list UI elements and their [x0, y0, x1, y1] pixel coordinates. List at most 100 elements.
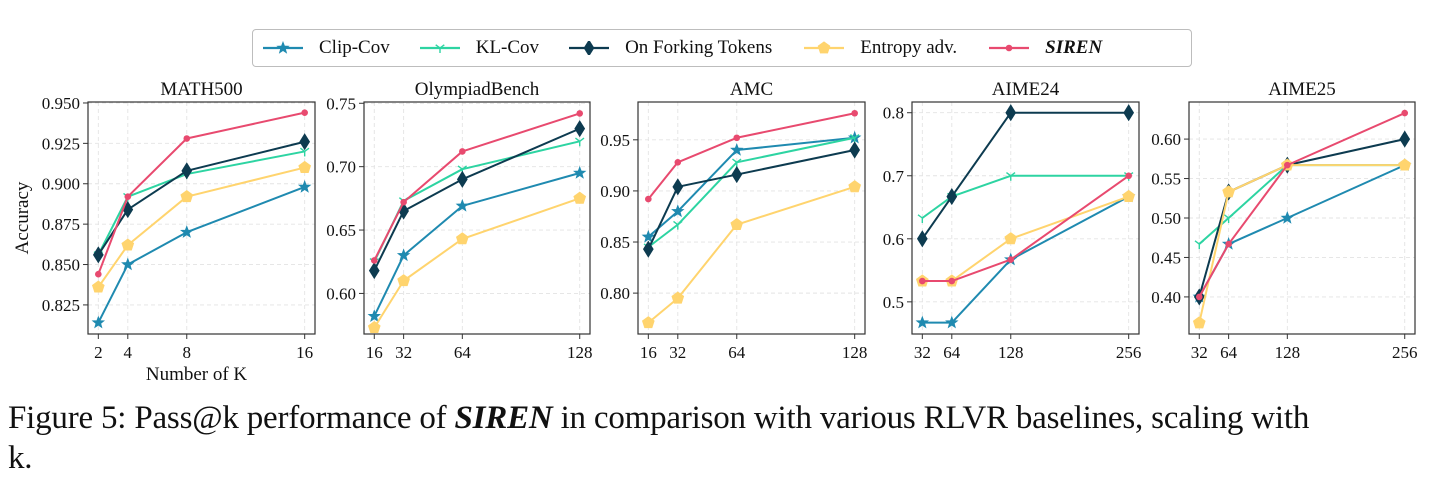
y-tick-label: 0.5: [883, 293, 904, 312]
x-tick-label: 64: [943, 343, 961, 362]
panel-title: AIME24: [992, 79, 1060, 100]
panel-amc: AMC 16 32 64 128 0.80 0.85 0.90 0.95: [600, 79, 867, 362]
data-point-clip-cov: [915, 315, 930, 329]
panel-aime24: AIME24 32 64 128 256 0.5 0.6 0.7 0.8: [883, 79, 1142, 362]
data-point-entropy-adv: [91, 280, 105, 293]
series-siren: [1195, 109, 1409, 301]
figure-caption: Figure 5: Pass@k performance of SIREN in…: [8, 398, 1448, 478]
data-point-kl-cov: [673, 220, 683, 230]
x-tick-label: 128: [567, 343, 593, 362]
x-tick-label: 16: [640, 343, 657, 362]
series-siren: [370, 110, 584, 264]
series-on-forking-tokens: [642, 141, 861, 258]
data-point-clip-cov: [396, 248, 411, 262]
legend-marker-glyph: [276, 41, 290, 54]
data-point-entropy-adv: [1222, 185, 1235, 198]
data-point-on-forking-tokens: [642, 240, 654, 258]
legend-item-entropy-adv: Entropy adv.: [802, 37, 957, 59]
data-point-kl-cov: [1006, 171, 1016, 181]
legend-label: KL-Cov: [475, 37, 540, 58]
y-tick-label: 0.60: [1151, 130, 1181, 149]
series-clip-cov: [1192, 158, 1412, 303]
legend-item-kl-cov: KL-Cov: [418, 37, 539, 59]
series-line-entropy-adv: [373, 197, 581, 329]
data-point-clip-cov: [297, 179, 312, 193]
data-point-kl-cov: [1194, 240, 1204, 250]
y-tick-label: 0.75: [326, 94, 356, 113]
data-point-on-forking-tokens: [672, 178, 684, 196]
series-line-siren: [1198, 112, 1406, 298]
data-point-kl-cov-arm-left: [673, 220, 679, 226]
x-axis-label: Number of K: [146, 364, 248, 385]
data-point-on-forking-tokens: [1005, 104, 1017, 122]
x-tick-label: 32: [395, 343, 412, 362]
data-point-siren: [1225, 240, 1232, 248]
legend-marker-clip-cov: [263, 41, 303, 54]
caption-emphasis: SIREN: [454, 400, 553, 436]
series-line-siren: [373, 112, 581, 261]
data-point-siren: [674, 158, 682, 166]
y-tick-label: 0.90: [600, 182, 630, 201]
series-line-on-forking-tokens: [647, 149, 855, 250]
panel-math500: MATH500 2 4 8 16 0.825 0.850 0.875 0.900 0.925 0.9…: [12, 79, 316, 385]
data-point-on-forking-tokens: [181, 162, 193, 180]
data-point-siren: [370, 257, 378, 264]
x-tick-label: 4: [124, 343, 133, 362]
data-point-clip-cov: [91, 315, 106, 329]
data-point-kl-cov: [1223, 214, 1234, 223]
y-tick-label: 0.85: [600, 233, 630, 252]
data-point-on-forking-tokens: [92, 246, 104, 264]
data-point-kl-cov-arm-right: [921, 214, 928, 219]
data-point-kl-cov-arm-left: [299, 147, 306, 152]
data-point-kl-cov-arm-left: [1223, 214, 1230, 219]
y-tick-label: 0.45: [1151, 248, 1181, 267]
series-entropy-adv: [1192, 158, 1412, 329]
x-tick-label: 32: [669, 343, 686, 362]
x-tick-label: 256: [1392, 343, 1418, 362]
legend-label: SIREN: [1045, 37, 1103, 58]
x-tick-label: 128: [1275, 343, 1301, 362]
data-point-clip-cov: [121, 257, 135, 271]
x-tick-label: 128: [998, 343, 1024, 362]
series-line-clip-cov: [1198, 164, 1406, 298]
figure: MATH500 2 4 8 16 0.825 0.850 0.875 0.900 0.925 0.9…: [12, 29, 1418, 385]
caption-line2: k.: [8, 440, 33, 476]
series-entropy-adv: [641, 180, 862, 329]
series-line-clip-cov: [97, 186, 306, 324]
data-point-siren: [400, 198, 407, 206]
caption-prefix: Figure 5: Pass@k performance of: [8, 400, 455, 436]
x-tick-label: 128: [842, 343, 868, 362]
data-point-kl-cov-arm-left: [917, 214, 923, 219]
data-point-entropy-adv: [573, 191, 587, 204]
x-tick-label: 64: [454, 343, 472, 362]
data-point-kl-cov: [299, 147, 310, 157]
y-tick-label: 0.8: [883, 104, 904, 123]
series-entropy-adv: [91, 160, 312, 293]
y-tick-label: 0.7: [883, 167, 905, 186]
data-point-on-forking-tokens: [731, 165, 743, 184]
panel-title: OlympiadBench: [415, 79, 540, 100]
y-tick-label: 0.40: [1151, 288, 1181, 307]
legend-marker-kl-cov: [419, 44, 460, 53]
data-point-clip-cov: [945, 315, 959, 329]
series-line-kl-cov: [647, 136, 855, 248]
y-tick-label: 0.65: [326, 221, 356, 240]
caption-suffix: in comparison with various RLVR baseline…: [552, 400, 1310, 436]
data-point-clip-cov: [180, 225, 194, 238]
data-point-kl-cov-arm-right: [304, 147, 310, 152]
data-point-entropy-adv: [397, 274, 410, 287]
x-tick-label: 16: [296, 343, 313, 362]
series-line-siren: [97, 111, 305, 275]
x-tick-label: 32: [1191, 343, 1208, 362]
data-point-kl-cov-arm-left: [457, 165, 463, 170]
y-tick-label: 0.875: [42, 215, 80, 234]
y-tick-label: 0.95: [600, 131, 630, 150]
data-point-siren: [948, 277, 956, 285]
legend-marker-glyph-arm-right: [439, 44, 445, 49]
data-point-siren: [124, 193, 132, 200]
legend-marker-glyph: [583, 41, 595, 55]
data-point-entropy-adv: [180, 189, 194, 203]
data-point-kl-cov: [575, 137, 585, 147]
data-point-siren: [459, 148, 466, 155]
data-point-entropy-adv: [298, 160, 312, 173]
